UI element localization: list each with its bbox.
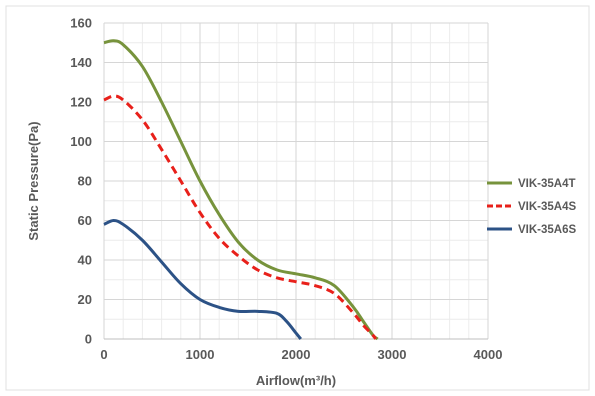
y-tick-label: 20: [78, 292, 92, 307]
x-tick-label: 2000: [282, 347, 311, 362]
tick-labels: 0 1000 2000 3000 4000 0 20 40 60 80 100 120 140 160: [70, 16, 502, 363]
y-tick-label: 80: [78, 174, 92, 189]
x-axis-title: Airflow(m³/h): [256, 373, 336, 388]
y-tick-label: 160: [70, 16, 92, 31]
y-tick-label: 140: [70, 55, 92, 70]
legend: VIK-35A4T VIK-35A4S VIK-35A6S: [487, 178, 576, 236]
series-lines: [103, 39, 379, 341]
grid: [103, 22, 489, 340]
y-tick-label: 60: [78, 213, 92, 228]
y-axis-title: Static Pressure(Pa): [26, 121, 41, 240]
series-line-vik-35a6s: [103, 219, 302, 340]
legend-label: VIK-35A4T: [518, 178, 576, 190]
y-tick-label: 120: [70, 95, 92, 110]
x-tick-label: 0: [100, 347, 107, 362]
x-tick-label: 3000: [378, 347, 407, 362]
series-line-vik-35a4t: [103, 39, 379, 341]
x-tick-label: 4000: [474, 347, 503, 362]
y-tick-label: 40: [78, 253, 92, 268]
legend-label: VIK-35A4S: [518, 201, 576, 213]
chart-frame: [5, 5, 590, 391]
legend-label: VIK-35A6S: [518, 224, 576, 236]
y-tick-label: 100: [70, 134, 92, 149]
x-tick-label: 1000: [186, 347, 215, 362]
series-line-vik-35a4s: [103, 94, 377, 340]
y-tick-label: 0: [85, 332, 92, 347]
